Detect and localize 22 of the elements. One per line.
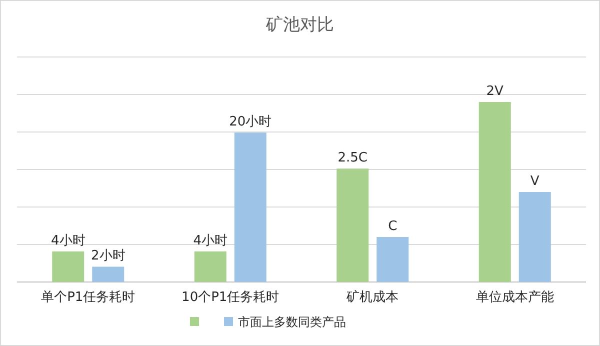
bar [234, 132, 266, 282]
annotation: 4小时 [50, 233, 86, 248]
bar [194, 251, 226, 282]
annotation: C [388, 219, 398, 234]
legend-label: 市面上多数同类产品 [238, 315, 346, 329]
x-tick-label: 矿机成本 [346, 290, 399, 305]
bar [518, 192, 551, 282]
x-tick-label: 单个P1任务耗时 [41, 290, 136, 305]
chart-title: 矿池对比 [265, 15, 334, 35]
annotation: 2小时 [90, 248, 126, 264]
bar [376, 237, 409, 282]
annotation: 2.5C [338, 150, 368, 166]
annotation: 4小时 [193, 233, 228, 248]
bar [336, 168, 369, 282]
x-tick-label: 10个P1任务耗时 [182, 290, 280, 305]
annotation: V [530, 174, 540, 189]
annotation: 20小时 [229, 114, 272, 130]
x-tick-label: 单位成本产能 [476, 290, 554, 305]
annotation: 2V [486, 84, 504, 99]
bar [52, 251, 84, 282]
bar [92, 266, 124, 282]
bar [478, 102, 511, 282]
